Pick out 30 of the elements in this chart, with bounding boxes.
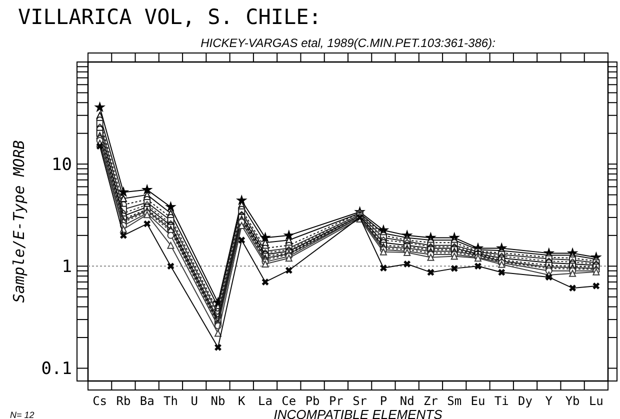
x-tick-label: Ce	[282, 394, 296, 408]
text: N= 12	[10, 410, 34, 419]
y-tick-label: 1	[62, 257, 72, 278]
x-tick-label: Sr	[352, 394, 368, 408]
chart-subtitle: HICKEY-VARGAS etal, 1989(C.MIN.PET.103:361-386):	[200, 36, 496, 50]
x-tick-label: Ti	[494, 394, 509, 408]
x-tick-label: P	[380, 394, 388, 408]
x-tick-label: Dy	[518, 394, 532, 408]
x-tick-label: Rb	[116, 394, 131, 408]
x-tick-label: La	[258, 394, 272, 408]
x-tick-label: U	[190, 394, 198, 408]
x-tick-label: Th	[164, 394, 178, 408]
x-tick-label: Yb	[565, 394, 580, 408]
y-tick-label: 0.1	[41, 359, 72, 380]
x-tick-label: Pb	[305, 394, 320, 408]
x-tick-label: K	[238, 394, 246, 408]
x-tick-label: Lu	[588, 394, 604, 408]
x-tick-label: Zr	[424, 394, 438, 408]
y-tick-label: 10	[52, 155, 72, 176]
x-tick-label: Y	[545, 394, 554, 408]
x-tick-label: Nb	[210, 394, 226, 408]
chart-title: VILLARICA VOL, S. CHILE:	[18, 5, 322, 29]
x-tick-label: Nd	[400, 394, 414, 408]
x-tick-label: Eu	[470, 394, 486, 408]
x-axis-title: INCOMPATIBLE ELEMENTS	[274, 407, 443, 419]
x-tick-label: Pr	[328, 394, 344, 408]
y-axis-title: Sample/E-Type MORB	[10, 140, 28, 303]
x-tick-label: Cs	[92, 394, 108, 408]
x-tick-label: Sm	[447, 394, 462, 408]
x-tick-label: Ba	[140, 394, 154, 408]
